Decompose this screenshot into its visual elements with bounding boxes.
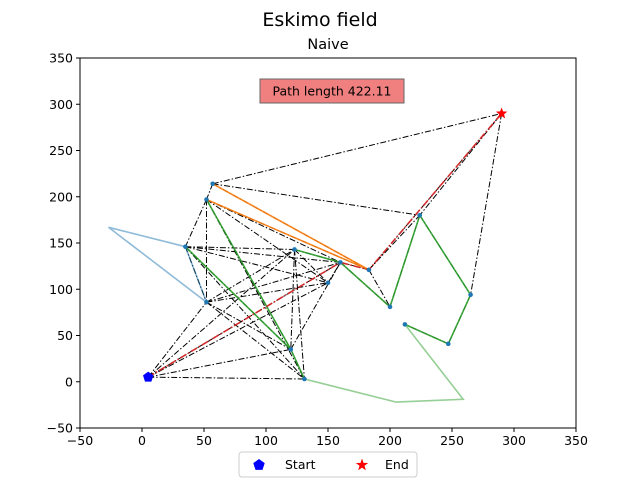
graph-edge xyxy=(148,376,305,380)
graph-node xyxy=(325,280,331,286)
path-layer xyxy=(147,112,503,378)
graph-edge xyxy=(327,262,341,284)
x-tick-label: 350 xyxy=(564,433,588,448)
start-marker xyxy=(143,371,154,382)
graph-edge xyxy=(206,261,341,303)
end-marker xyxy=(495,107,508,119)
legend-end-marker-icon xyxy=(355,458,369,471)
graph-node xyxy=(302,376,307,382)
annotation-box: Path length 422.11 xyxy=(259,78,405,104)
shortest-path-line xyxy=(147,112,503,378)
y-tick-label: 350 xyxy=(49,51,73,66)
graph-edge xyxy=(294,249,329,284)
y-tick-label: 0 xyxy=(65,374,73,389)
x-tick-label: 50 xyxy=(196,433,212,448)
x-tick-label: −50 xyxy=(67,433,93,448)
annotation-text: Path length 422.11 xyxy=(273,84,392,99)
series-line xyxy=(212,183,370,271)
y-tick-label: 100 xyxy=(49,282,73,297)
graph-edge xyxy=(185,246,341,263)
graph-edge xyxy=(147,261,341,378)
graph-node xyxy=(366,267,372,273)
y-tick-label: 150 xyxy=(49,236,73,251)
graph-node xyxy=(445,341,451,347)
legend-start-label: Start xyxy=(285,457,316,472)
graph-node xyxy=(183,244,188,249)
graph-edge xyxy=(212,183,420,216)
series-line xyxy=(108,226,208,303)
graph-edge xyxy=(206,199,329,284)
graph-node xyxy=(204,299,209,305)
legend-end-label: End xyxy=(385,457,409,472)
x-axis: −50 0 50 100 150 200 250 300 350 xyxy=(67,428,588,448)
graph-edge xyxy=(290,262,341,350)
series-line xyxy=(184,246,292,350)
graph-edge xyxy=(148,348,291,378)
graph-edge xyxy=(184,199,207,247)
graph-node xyxy=(387,304,393,310)
graph-edge xyxy=(206,282,329,303)
graph-edge xyxy=(206,249,295,303)
x-tick-label: 150 xyxy=(316,433,340,448)
graph-edge xyxy=(206,301,292,350)
legend: Start End xyxy=(238,451,418,478)
graph-edge xyxy=(185,246,305,380)
legend-frame xyxy=(238,451,418,478)
x-tick-label: 200 xyxy=(378,433,402,448)
series-line xyxy=(304,323,465,403)
annotation-background xyxy=(259,78,405,104)
y-tick-label: −50 xyxy=(47,421,73,436)
legend-start-marker-icon xyxy=(253,459,265,470)
markers-layer xyxy=(143,107,508,382)
graph-edge xyxy=(212,113,502,185)
graph-node xyxy=(204,197,209,202)
graph-edge xyxy=(470,113,503,295)
graph-node xyxy=(402,322,408,327)
graph-node xyxy=(338,260,343,265)
y-tick-label: 50 xyxy=(57,328,73,343)
graph-node xyxy=(292,247,297,252)
graph-edge xyxy=(290,249,296,350)
graph-edge xyxy=(185,246,295,250)
x-tick-label: 0 xyxy=(138,433,146,448)
graph-node xyxy=(417,212,423,218)
graph-node xyxy=(210,181,215,187)
graph-edge xyxy=(185,246,329,284)
figure-suptitle: Eskimo field xyxy=(262,9,377,31)
chart-title: Naive xyxy=(307,37,348,53)
y-tick-label: 200 xyxy=(49,189,73,204)
graph-edge xyxy=(206,183,214,200)
series-line xyxy=(206,198,370,271)
graph-edge xyxy=(147,301,207,378)
y-tick-label: 300 xyxy=(49,97,73,112)
y-axis: −50 0 50 100 150 200 250 300 350 xyxy=(47,51,80,436)
graph-node xyxy=(288,347,294,352)
x-tick-label: 300 xyxy=(502,433,526,448)
graph-edge xyxy=(294,249,305,380)
x-tick-label: 100 xyxy=(254,433,278,448)
graph-edge xyxy=(206,199,305,380)
graph-node xyxy=(468,292,473,298)
graph-edge xyxy=(368,269,391,308)
x-tick-label: 250 xyxy=(440,433,464,448)
graph-edge xyxy=(147,249,295,378)
plot-area xyxy=(80,58,576,428)
graph-edge xyxy=(419,113,502,216)
graph-edge xyxy=(206,301,305,380)
y-tick-label: 250 xyxy=(49,143,73,158)
